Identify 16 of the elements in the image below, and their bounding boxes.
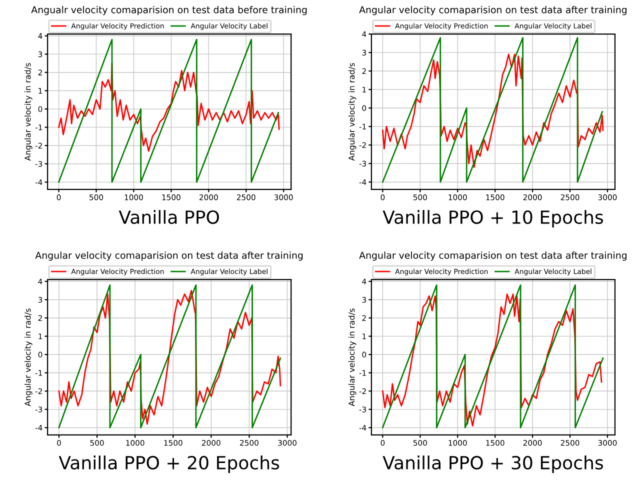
line-series [58,62,280,152]
chart-title: Angular velocity comaparision on test data after training [359,252,627,261]
chart-title: Angular velocity comaparision on test data after training [359,6,627,16]
y-axis-title: Angular velocity in rad/s [348,308,356,406]
line-series [382,37,603,183]
y-axis-title: Angular velocity in rad/s [24,308,32,406]
chart-title: Angular velocity comaparision on test data after training [35,252,303,261]
x-axis-title: Vanilla PPO + 20 Epochs [58,456,280,474]
x-axis-title: Vanilla PPO [118,210,219,224]
y-axis-title: Angular velocity in rad/s [24,63,32,161]
x-axis-title: Vanilla PPO + 10 Epochs [382,210,603,228]
x-axis-title: Vanilla PPO + 30 Epochs [382,456,603,474]
line-series [58,38,280,183]
y-axis-title: Angular velocity in rad/s [348,63,356,161]
chart-title: Angualr velocity comaparision on test data before training [31,6,307,16]
line-series [382,54,604,168]
